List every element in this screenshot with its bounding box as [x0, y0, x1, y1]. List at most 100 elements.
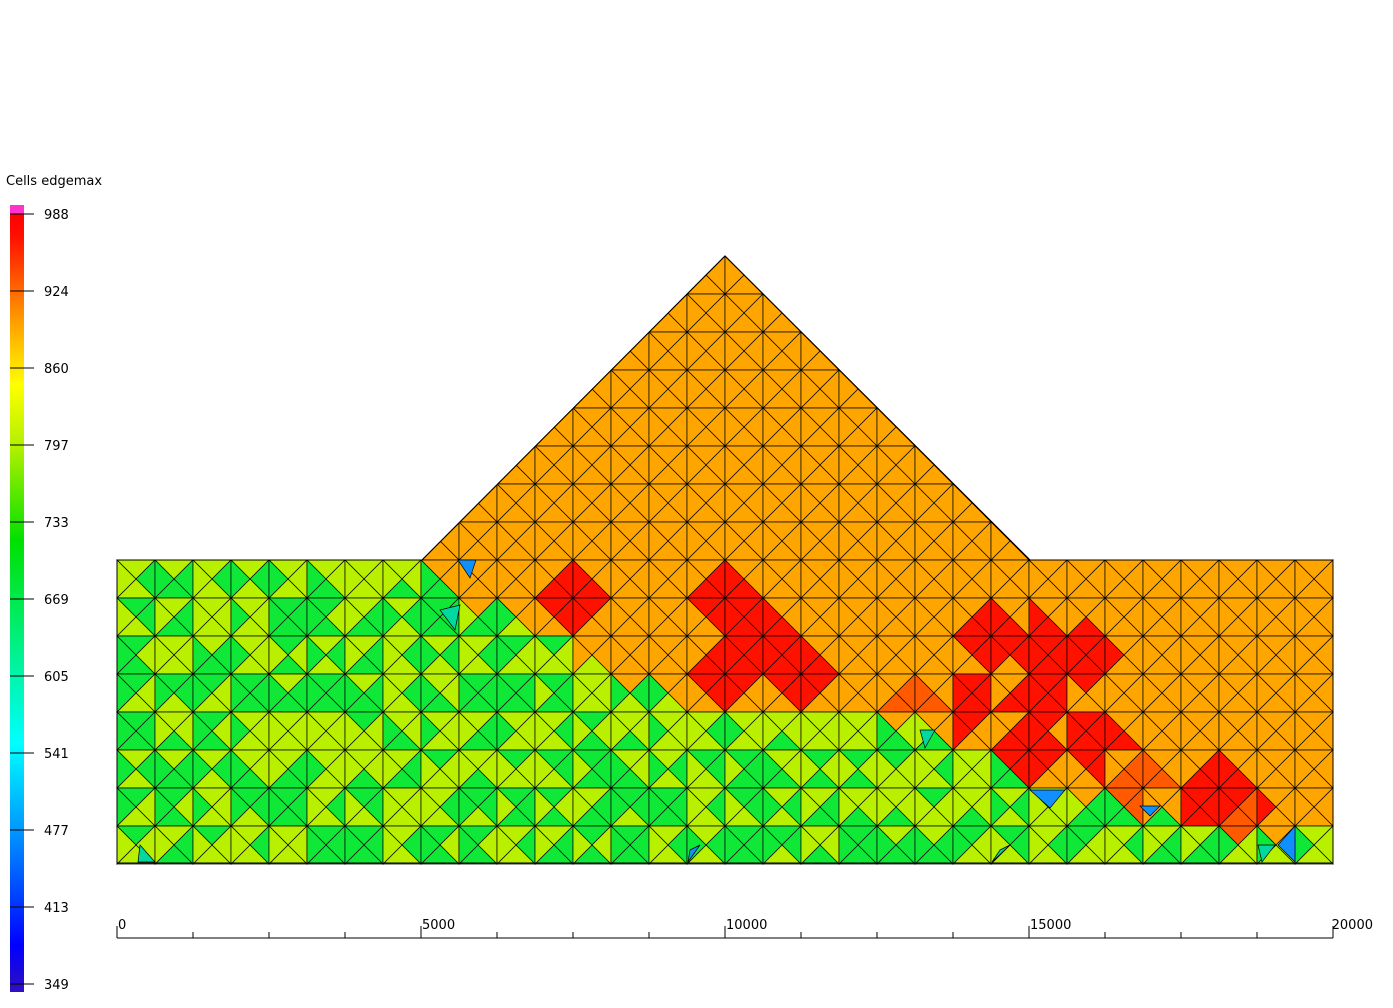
mesh-cell [572, 749, 593, 789]
mesh-cell [914, 787, 935, 827]
mesh-cell [572, 635, 593, 675]
legend-tick-label: 988 [44, 208, 69, 223]
mesh-cell [648, 673, 669, 713]
legend-tick-label: 797 [44, 439, 69, 454]
mesh-cell [876, 711, 897, 751]
mesh-cell [154, 825, 175, 865]
mesh-cell [572, 407, 593, 447]
mesh-cell [1066, 711, 1087, 751]
mesh-cell [1142, 711, 1163, 751]
mesh-cell [1104, 635, 1125, 675]
mesh-cell [572, 445, 593, 485]
legend-ticks: 988 924 860 797 733 669 605 541 477 413 349 [10, 208, 69, 993]
mesh-cell [838, 711, 859, 751]
mesh-cell [154, 559, 175, 599]
mesh-cell [686, 597, 707, 637]
mesh-cell [914, 559, 935, 599]
mesh-cell [1294, 711, 1315, 751]
mesh-cell [420, 635, 441, 675]
mesh-cell [648, 787, 669, 827]
mesh-cell [1256, 597, 1277, 637]
x-axis-tick-label: 10000 [726, 918, 767, 933]
legend-ramp-top [10, 205, 24, 215]
mesh-cell [230, 635, 251, 675]
mesh-cell [610, 749, 631, 789]
mesh-cell [724, 673, 745, 713]
mesh-cell [990, 521, 1011, 561]
mesh-cell [344, 559, 365, 599]
mesh-cell [876, 825, 897, 865]
mesh-cell [838, 407, 859, 447]
mesh-cell [268, 825, 289, 865]
mesh-cell [648, 559, 669, 599]
mesh-cell [458, 597, 479, 637]
mesh-cell [990, 673, 1011, 713]
mesh-cell [230, 749, 251, 789]
mesh-cell [800, 597, 821, 637]
x-axis-tick-label: 15000 [1030, 918, 1071, 933]
x-axis-tick-label: 5000 [422, 918, 455, 933]
mesh-cell [1256, 787, 1277, 827]
mesh-cell [306, 673, 327, 713]
mesh-cell [534, 711, 555, 751]
mesh-cell [724, 331, 745, 371]
mesh-cell [1218, 749, 1239, 789]
mesh-cell [1139, 805, 1161, 817]
mesh-cell [952, 635, 973, 675]
mesh-cell [952, 673, 973, 713]
mesh-cell [800, 407, 821, 447]
mesh-cell [838, 597, 859, 637]
mesh-cell [1028, 559, 1049, 599]
mesh-cell [1218, 825, 1239, 865]
mesh-cell [230, 673, 251, 713]
mesh-cell [724, 521, 745, 561]
mesh-cell [572, 787, 593, 827]
mesh-cell [648, 369, 669, 409]
mesh-cell [914, 749, 935, 789]
legend-tick-label: 605 [44, 670, 69, 685]
mesh-cell [1142, 559, 1163, 599]
mesh-cell [914, 597, 935, 637]
legend-tick-label: 860 [44, 362, 69, 377]
mesh-cell [344, 597, 365, 637]
mesh-cell [192, 635, 213, 675]
mesh-cell [572, 597, 593, 637]
mesh-cell [876, 787, 897, 827]
legend-tick-label: 541 [44, 747, 69, 762]
mesh-cell [686, 749, 707, 789]
mesh-cell [572, 559, 593, 599]
mesh-cell [230, 711, 251, 751]
mesh-cell [458, 635, 479, 675]
mesh-cell [762, 787, 783, 827]
mesh-cell [876, 749, 897, 789]
mesh-cell [990, 597, 1011, 637]
mesh-cell [762, 445, 783, 485]
mesh-cell [762, 521, 783, 561]
mesh-cell [838, 673, 859, 713]
mesh-cell [1180, 597, 1201, 637]
mesh-cell [420, 559, 441, 599]
mesh-cell [306, 825, 327, 865]
mesh-cell [344, 635, 365, 675]
legend-tick-label: 924 [44, 285, 69, 300]
mesh-cell [724, 483, 745, 523]
mesh-cell [496, 559, 517, 599]
mesh-cell [1180, 673, 1201, 713]
mesh-cell [914, 825, 935, 865]
mesh-cell [952, 483, 973, 523]
mesh-cell [534, 597, 555, 637]
mesh-cell [686, 673, 707, 713]
mesh-cell [1142, 597, 1163, 637]
mesh-cell [1256, 559, 1277, 599]
mesh-cell [268, 787, 289, 827]
mesh-outline [116, 255, 1334, 864]
mesh-cell [687, 844, 701, 863]
mesh-cell [762, 711, 783, 751]
mesh-cell [192, 749, 213, 789]
mesh-cell [762, 369, 783, 409]
mesh-cell [914, 673, 935, 713]
mesh-cell [1294, 673, 1315, 713]
mesh-cell [382, 787, 403, 827]
